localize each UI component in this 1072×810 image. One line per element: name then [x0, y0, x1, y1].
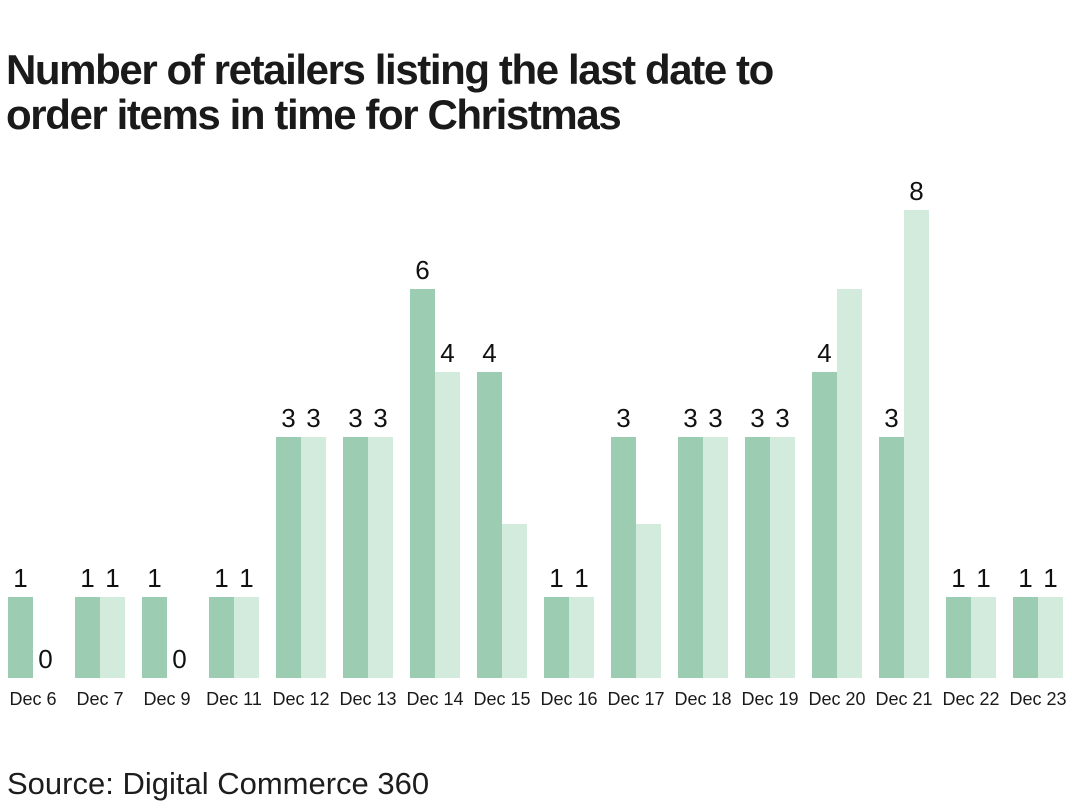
- bar-green-dark: [745, 437, 770, 678]
- bar-green-light: [435, 372, 460, 678]
- x-axis-label: Dec 9: [143, 689, 191, 709]
- bar-green-dark: [1013, 597, 1038, 678]
- bar-value-label: 1: [951, 563, 966, 593]
- bar-value-label: 3: [683, 403, 698, 433]
- bar-value-label: 1: [1043, 563, 1058, 593]
- bar-value-label: 3: [775, 403, 790, 433]
- bar-green-dark: [410, 289, 435, 678]
- bar-value-label: 1: [239, 563, 254, 593]
- bar-green-dark: [8, 597, 33, 678]
- bar-value-label: 1: [574, 563, 589, 593]
- x-axis-label: Dec 14: [406, 689, 464, 709]
- bar-green-light: [301, 437, 326, 678]
- bar-value-label: 1: [976, 563, 991, 593]
- bar-green-dark: [209, 597, 234, 678]
- bar-green-light: [904, 210, 929, 678]
- bar-value-label: 1: [214, 563, 229, 593]
- bar-value-label: 1: [147, 563, 162, 593]
- bar-green-dark: [678, 437, 703, 678]
- chart-title-line-1: Number of retailers listing the last dat…: [6, 46, 774, 94]
- x-axis-label: Dec 20: [808, 689, 866, 709]
- source-attribution: Source: Digital Commerce 360: [7, 766, 430, 801]
- bar-green-light: [636, 524, 661, 678]
- bar-green-light: [971, 597, 996, 678]
- bar-value-label: 3: [616, 403, 631, 433]
- bar-value-label: 0: [38, 644, 53, 674]
- bar-value-label: 3: [708, 403, 723, 433]
- x-axis-label: Dec 16: [540, 689, 598, 709]
- bar-green-light: [770, 437, 795, 678]
- bar-value-label: 3: [750, 403, 765, 433]
- x-axis-label: Dec 19: [741, 689, 799, 709]
- bar-value-label: 3: [884, 403, 899, 433]
- bar-green-light: [569, 597, 594, 678]
- bar-green-light: [100, 597, 125, 678]
- x-axis-label: Dec 21: [875, 689, 933, 709]
- bar-green-light: [368, 437, 393, 678]
- bar-green-dark: [946, 597, 971, 678]
- bar-green-light: [1038, 597, 1063, 678]
- bar-green-dark: [276, 437, 301, 678]
- bar-green-light: [502, 524, 527, 678]
- bar-green-dark: [879, 437, 904, 678]
- x-axis-label: Dec 7: [76, 689, 124, 709]
- x-axis-label: Dec 15: [473, 689, 531, 709]
- x-axis-label: Dec 13: [339, 689, 397, 709]
- chart-title: Number of retailers listing the last dat…: [6, 46, 774, 139]
- bar-value-label: 1: [13, 563, 28, 593]
- bar-green-light: [837, 289, 862, 678]
- bar-green-light: [703, 437, 728, 678]
- bar-value-label: 0: [172, 644, 187, 674]
- bar-green-dark: [812, 372, 837, 678]
- bar-green-light: [234, 597, 259, 678]
- bar-value-label: 1: [549, 563, 564, 593]
- bar-value-label: 4: [482, 338, 497, 368]
- bar-green-dark: [343, 437, 368, 678]
- bar-value-label: 3: [373, 403, 388, 433]
- bar-green-dark: [544, 597, 569, 678]
- bar-value-label: 3: [281, 403, 296, 433]
- bar-value-label: 4: [440, 338, 455, 368]
- x-axis-label: Dec 6: [9, 689, 57, 709]
- x-axis-label: Dec 11: [206, 689, 262, 709]
- x-axis-label: Dec 23: [1009, 689, 1067, 709]
- bar-value-label: 3: [306, 403, 321, 433]
- bar-value-label: 1: [105, 563, 120, 593]
- bar-value-label: 1: [80, 563, 95, 593]
- x-axis-label: Dec 22: [942, 689, 1000, 709]
- bar-value-label: 3: [348, 403, 363, 433]
- bar-value-label: 1: [1018, 563, 1033, 593]
- x-axis-label: Dec 12: [272, 689, 330, 709]
- bar-value-label: 4: [817, 338, 832, 368]
- bar-green-dark: [75, 597, 100, 678]
- bar-green-dark: [611, 437, 636, 678]
- x-axis-label: Dec 18: [674, 689, 732, 709]
- bar-value-label: 8: [909, 176, 924, 206]
- chart-title-line-2: order items in time for Christmas: [6, 91, 622, 139]
- bar-green-dark: [142, 597, 167, 678]
- bar-green-dark: [477, 372, 502, 678]
- x-axis-label: Dec 17: [607, 689, 665, 709]
- bar-value-label: 6: [415, 255, 430, 285]
